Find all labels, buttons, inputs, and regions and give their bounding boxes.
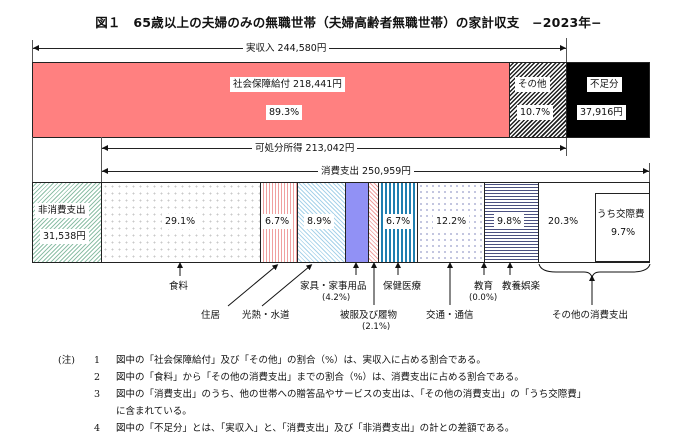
notes-prefix: (注): [58, 355, 75, 366]
non-consumption-label: 非消費支出: [35, 203, 89, 218]
food-segment: 29.1%: [101, 182, 261, 263]
non-consumption-segment: 非消費支出 31,538円: [32, 182, 102, 263]
chart-title: 図１ 65歳以上の夫婦のみの無職世帯（夫婦高齢者無職世帯）の家計収支 −2023…: [95, 15, 602, 30]
shortfall-label: 不足分: [587, 77, 622, 92]
food-pct: 29.1%: [162, 214, 199, 229]
consumption-right-tick: [649, 163, 650, 183]
social-security-pct: 89.3%: [266, 105, 303, 120]
notes: (注) 1 図中の「社会保障給付」及び「その他」の割合（%）は、実収入に占める割…: [58, 352, 587, 437]
arrow-left-icon: [33, 45, 39, 51]
utilities-callout: 光熱・水道: [242, 310, 290, 321]
callout-arrows: [177, 262, 651, 307]
note-item: 3 図中の「消費支出」のうち、他の世帯への贈答品やサービスの支出は、「その他の消…: [94, 389, 587, 400]
education-pct: (0.0%): [469, 293, 498, 303]
disposable-left-tick: [101, 137, 102, 183]
income-total-label: 実収入 244,580円: [243, 41, 330, 56]
note-item: に含まれている。: [116, 406, 192, 417]
other-consumption-callout: その他の消費支出: [552, 310, 629, 321]
social-security-label: 社会保障給付 218,441円: [230, 77, 345, 92]
disposable-label: 可処分所得 213,042円: [252, 141, 358, 156]
transport-segment: 12.2%: [417, 182, 485, 263]
utilities-segment: 8.9%: [297, 182, 346, 263]
other-consumption-pct: 20.3%: [545, 214, 582, 229]
social-security-segment: 社会保障給付 218,441円 89.3%: [32, 62, 510, 138]
housing-segment: 6.7%: [260, 182, 298, 263]
social-expense-label: うち交際費: [596, 208, 646, 221]
recreation-pct: 9.8%: [494, 214, 525, 229]
other-income-label: その他: [515, 77, 550, 92]
medical-segment: 6.7%: [378, 182, 418, 263]
note-item: 4 図中の「不足分」とは、「実収入」と、「消費支出」及び「非消費支出」の計との差…: [94, 423, 515, 434]
medical-callout: 保健医療: [383, 281, 422, 292]
other-income-pct: 10.7%: [517, 105, 554, 120]
clothing-pct: (2.1%): [362, 322, 391, 332]
consumption-label: 消費支出 250,959円: [318, 164, 414, 179]
arrow-right-icon: [560, 45, 566, 51]
social-expense-box: うち交際費 9.7%: [595, 193, 650, 262]
other-consumption-segment: 20.3% うち交際費 9.7%: [538, 182, 650, 263]
education-callout: 教育: [474, 281, 494, 292]
other-income-segment: その他 10.7%: [509, 62, 567, 138]
income-left-tick: [32, 40, 33, 62]
note-item: (注) 1 図中の「社会保障給付」及び「その他」の割合（%）は、実収入に占める割…: [58, 352, 586, 369]
medical-pct: 6.7%: [383, 214, 414, 229]
housing-pct: 6.7%: [262, 214, 293, 229]
furniture-callout: 家具・家事用品: [300, 281, 367, 292]
social-expense-pct: 9.7%: [608, 225, 639, 240]
utilities-pct: 8.9%: [304, 214, 335, 229]
transport-pct: 12.2%: [433, 214, 470, 229]
shortfall-segment: 不足分 37,916円: [566, 62, 650, 138]
transport-callout: 交通・通信: [426, 310, 474, 321]
arrow-right-icon: [560, 145, 566, 151]
food-callout: 食料: [169, 281, 189, 292]
furniture-pct: (4.2%): [322, 293, 351, 303]
recreation-callout: 教養娯楽: [502, 281, 541, 292]
shortfall-value: 37,916円: [577, 105, 626, 120]
clothing-callout: 被服及び履物: [340, 310, 398, 321]
arrow-left-icon: [102, 145, 108, 151]
left-border-line: [32, 137, 33, 183]
recreation-segment: 9.8%: [484, 182, 539, 263]
arrow-left-icon: [102, 168, 108, 174]
housing-callout: 住居: [201, 310, 221, 321]
arrow-right-icon: [643, 168, 649, 174]
note-item: 2 図中の「食料」から「その他の消費支出」までの割合（%）は、消費支出に占める割…: [94, 372, 524, 383]
non-consumption-value: 31,538円: [40, 229, 89, 244]
